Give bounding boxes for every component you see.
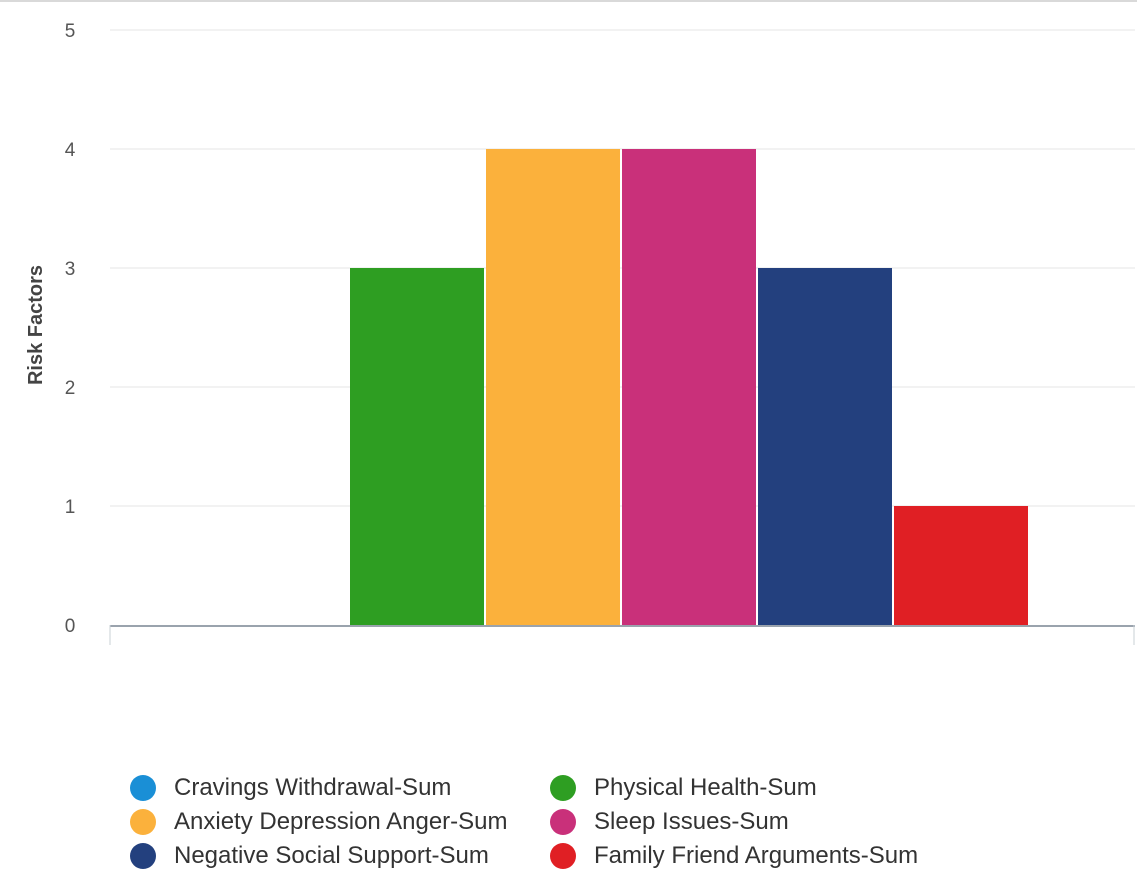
- bar-anxiety-depression-anger-sum[interactable]: [486, 149, 620, 625]
- bar-family-friend-arguments-sum[interactable]: [894, 506, 1028, 625]
- legend-item[interactable]: Negative Social Support-Sum: [130, 840, 550, 872]
- y-tick-label: 4: [65, 140, 76, 161]
- legend-swatch-icon: [550, 809, 576, 835]
- y-tick-label: 0: [65, 616, 76, 637]
- y-tick-label: 3: [65, 259, 76, 280]
- bar-negative-social-support-sum[interactable]: [758, 268, 892, 625]
- x-axis: [109, 625, 1135, 645]
- bars: [350, 149, 1028, 625]
- legend-item[interactable]: Anxiety Depression Anger-Sum: [130, 806, 550, 838]
- legend: Cravings Withdrawal-Sum Physical Health-S…: [130, 772, 970, 872]
- legend-swatch-icon: [130, 809, 156, 835]
- y-axis-ticks: 0 1 2 3 4 5: [65, 21, 76, 637]
- legend-item[interactable]: Cravings Withdrawal-Sum: [130, 772, 550, 804]
- legend-label: Sleep Issues-Sum: [594, 808, 789, 835]
- legend-label: Anxiety Depression Anger-Sum: [174, 808, 508, 835]
- y-tick-label: 5: [65, 21, 76, 42]
- bar-physical-health-sum[interactable]: [350, 268, 484, 625]
- bar-sleep-issues-sum[interactable]: [622, 149, 756, 625]
- legend-item[interactable]: Family Friend Arguments-Sum: [550, 840, 970, 872]
- legend-label: Family Friend Arguments-Sum: [594, 842, 919, 869]
- legend-label: Negative Social Support-Sum: [174, 842, 489, 869]
- y-tick-label: 2: [65, 378, 76, 399]
- legend-swatch-icon: [550, 843, 576, 869]
- y-axis-title: Risk Factors: [25, 265, 47, 385]
- legend-swatch-icon: [130, 843, 156, 869]
- legend-item[interactable]: Physical Health-Sum: [550, 772, 970, 804]
- legend-item[interactable]: Sleep Issues-Sum: [550, 806, 970, 838]
- legend-label: Cravings Withdrawal-Sum: [174, 774, 452, 801]
- top-border: [0, 0, 1137, 2]
- legend-label: Physical Health-Sum: [594, 774, 817, 801]
- legend-swatch-icon: [130, 775, 156, 801]
- y-tick-label: 1: [65, 497, 76, 518]
- legend-swatch-icon: [550, 775, 576, 801]
